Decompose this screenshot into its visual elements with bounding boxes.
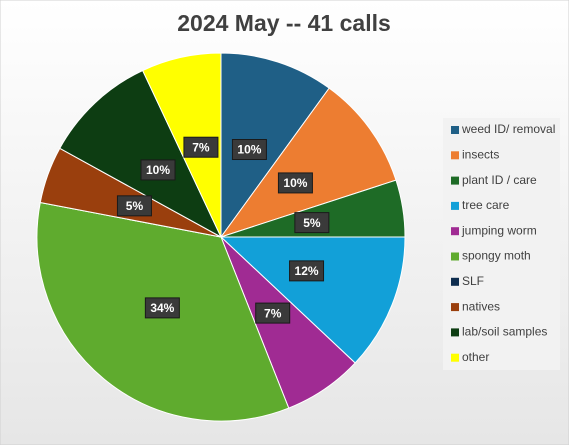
data-label: 7% [264, 306, 282, 320]
data-label-box [277, 172, 313, 194]
legend-box [443, 118, 560, 370]
pie-slice [220, 52, 330, 239]
legend-label: weed ID/ removal [461, 122, 555, 136]
legend-label: spongy moth [462, 249, 531, 263]
data-label: 10% [237, 143, 261, 157]
legend-swatch [451, 126, 459, 134]
legend-swatch [451, 303, 459, 312]
data-label-box [140, 159, 176, 181]
legend-label: lab/soil samples [462, 325, 547, 339]
pie-slice [219, 236, 406, 364]
data-label: 7% [192, 140, 210, 154]
legend-swatch [451, 252, 459, 261]
data-label-box [294, 212, 330, 234]
legend-label: other [462, 350, 489, 364]
legend-swatch [451, 277, 459, 286]
legend-swatch [451, 201, 459, 210]
pie-slice [219, 87, 397, 238]
legend-label: SLF [462, 274, 484, 288]
data-label-box [144, 297, 180, 319]
pie-slice [141, 52, 222, 238]
data-label-box [231, 139, 267, 161]
legend-label: tree care [462, 198, 510, 212]
legend-label: plant ID / care [462, 173, 537, 187]
legend-swatch [451, 353, 459, 362]
legend-swatch [451, 176, 459, 185]
legend-label: jumping worm [461, 223, 537, 237]
legend-label: insects [462, 147, 499, 161]
data-label: 5% [303, 216, 321, 230]
data-label-box [116, 195, 152, 217]
data-label: 10% [146, 163, 170, 177]
data-label-box [255, 302, 291, 324]
legend-swatch [451, 227, 459, 236]
data-label-box [289, 260, 325, 282]
legend-swatch [451, 328, 459, 337]
data-label: 10% [283, 176, 307, 190]
data-label: 12% [295, 264, 319, 278]
data-label-box [183, 136, 219, 158]
data-label: 5% [126, 199, 144, 213]
pie-slice [59, 69, 223, 239]
chart-title: 2024 May -- 41 calls [177, 10, 391, 36]
data-label: 34% [150, 301, 174, 315]
legend-swatch [451, 151, 459, 160]
legend-label: natives [462, 299, 500, 313]
